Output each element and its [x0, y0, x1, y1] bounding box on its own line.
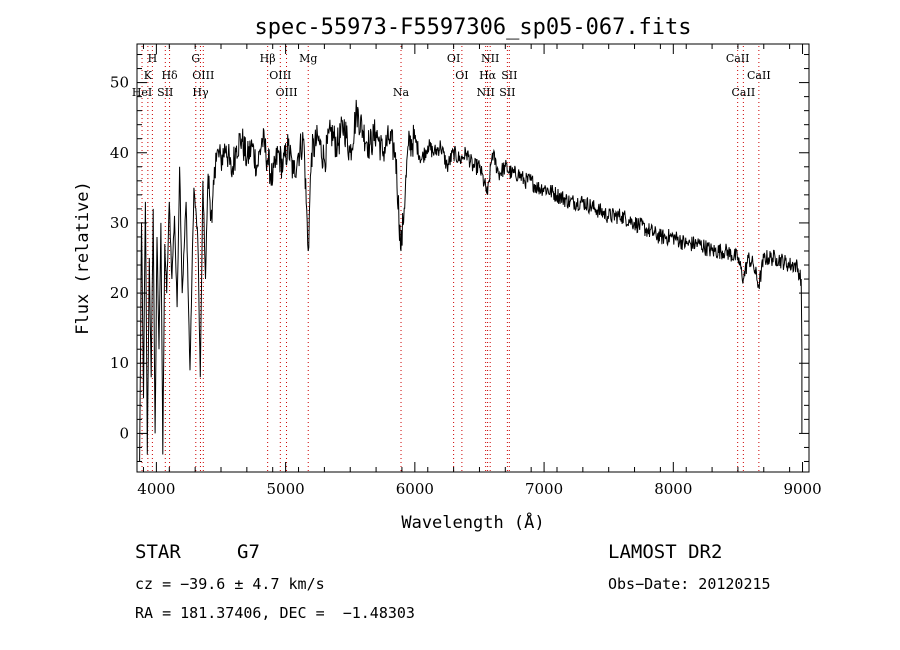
spectral-line-label: SII: [499, 86, 515, 99]
spectral-line-label: OIII: [275, 86, 297, 99]
spectral-line-label: OIII: [192, 69, 214, 82]
y-axis-label: Flux (relative): [73, 181, 93, 335]
x-tick-label: 5000: [267, 480, 305, 498]
spectral-line-label: Mg: [299, 52, 317, 65]
y-tick-label: 50: [110, 74, 129, 92]
x-tick-label: 4000: [137, 480, 175, 498]
spectrum-line: [139, 99, 803, 462]
x-tick-label: 9000: [783, 480, 821, 498]
spectrum-chart: spec-55973-F5597306_sp05-067.fits HKHeIH…: [73, 15, 822, 533]
spectral-line-label: Hβ: [260, 52, 276, 65]
ra-dec: RA = 181.37406, DEC = −1.48303: [135, 604, 415, 622]
spectral-line-label: K: [144, 69, 153, 82]
spectral-line-label: CaII: [732, 86, 756, 99]
spectral-line-label: Hδ: [161, 69, 178, 82]
plot-frame: [136, 43, 810, 473]
spectral-line-label: Hα: [479, 69, 497, 82]
x-axis-label: Wavelength (Å): [401, 511, 544, 533]
survey-name: LAMOST DR2: [608, 541, 723, 563]
x-tick-label: 6000: [396, 480, 434, 498]
spectral-line-label: NII: [477, 86, 495, 99]
y-tick-label: 40: [110, 144, 129, 162]
y-tick-label: 0: [119, 424, 129, 442]
chart-title: spec-55973-F5597306_sp05-067.fits: [254, 15, 691, 40]
spectral-line-label: CaII: [726, 52, 750, 65]
object-class: STAR: [135, 541, 181, 563]
redshift-cz: cz = −39.6 ± 4.7 km/s: [135, 575, 325, 593]
x-tick-label: 8000: [654, 480, 692, 498]
axis-ticks: 4000 5000 6000 7000 8000 9000 0 10 20 30 40 50: [110, 44, 822, 498]
spectral-line-label: SII: [501, 69, 517, 82]
spectral-line-markers: [141, 46, 760, 471]
object-subclass: G7: [237, 541, 260, 563]
spectral-line-label: Na: [393, 86, 410, 99]
y-tick-label: 10: [110, 354, 129, 372]
spectral-line-label: HeI: [132, 86, 152, 99]
spectral-line-label: Hγ: [192, 86, 209, 99]
spectral-line-label: OI: [447, 52, 460, 65]
obs-date: Obs−Date: 20120215: [608, 575, 771, 593]
spectral-line-label: OI: [455, 69, 468, 82]
spectral-line-label: OIII: [269, 69, 291, 82]
spectral-line-label: NII: [481, 52, 499, 65]
x-tick-label: 7000: [525, 480, 563, 498]
spectral-line-label: H: [148, 52, 158, 65]
spectral-line-label: G: [191, 52, 200, 65]
spectral-line-labels: HK HeI Hδ SII G OIII Hγ Hβ OIII OIII Mg Na OI OI NII Hα…: [132, 52, 771, 99]
y-tick-label: 20: [110, 284, 129, 302]
y-tick-label: 30: [110, 214, 129, 232]
spectral-line-label: CaII: [747, 69, 771, 82]
spectral-line-label: SII: [157, 86, 173, 99]
